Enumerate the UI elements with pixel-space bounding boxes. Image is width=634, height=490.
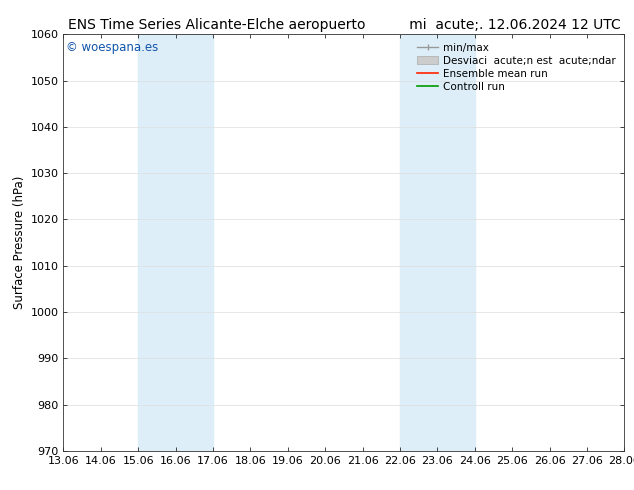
Bar	[138, 34, 213, 451]
Title: ENS Time Series Alicante-Elche aeropuerto          mi  acute;. 12.06.2024 12 UTC: ENS Time Series Alicante-Elche aeropuert…	[68, 18, 620, 32]
Y-axis label: Surface Pressure (hPa): Surface Pressure (hPa)	[13, 176, 26, 309]
Text: © woespana.es: © woespana.es	[66, 41, 158, 53]
Bar	[400, 34, 475, 451]
Legend: min/max, Desviaci  acute;n est  acute;ndar, Ensemble mean run, Controll run: min/max, Desviaci acute;n est acute;ndar…	[414, 40, 619, 95]
